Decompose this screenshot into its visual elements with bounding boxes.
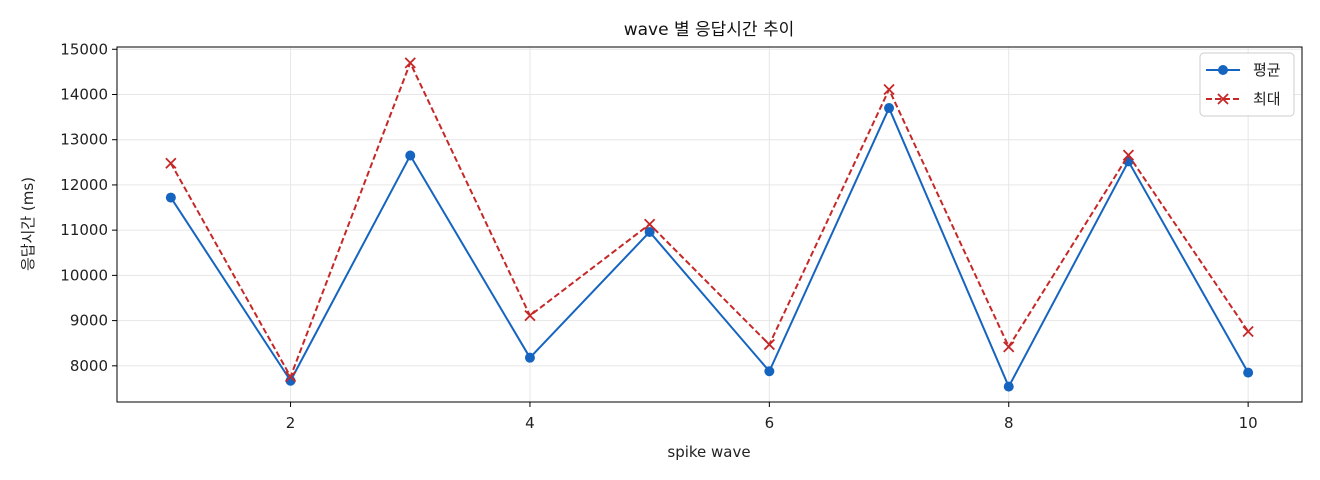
y-tick-label: 10000 [60,266,108,284]
chart-title: wave 별 응답시간 추이 [624,20,795,40]
legend-label-avg: 평균 [1253,61,1281,79]
data-point-avg [405,150,416,161]
data-point-avg [644,226,655,237]
data-point-max [284,371,297,383]
x-tick-label: 10 [1239,414,1258,432]
series-line-avg [170,107,1250,388]
data-point-max [1122,149,1135,161]
y-tick-label: 15000 [60,40,108,58]
x-tick-label: 2 [286,414,296,432]
data-point-max [763,338,775,351]
data-point-max [883,83,895,96]
y-tick-label: 13000 [60,131,108,149]
legend-marker-avg [1218,65,1228,75]
data-point-avg [524,352,535,363]
y-tick-label: 11000 [60,221,108,239]
data-point-avg [165,192,176,203]
x-axis-label: spike wave [667,443,750,461]
legend-marker-max [1217,93,1229,105]
plot-area-frame [116,46,1303,403]
x-tick-label: 4 [525,414,535,432]
data-point-max [1242,325,1254,338]
data-point-max [524,309,536,322]
data-point-max [1003,341,1015,353]
x-tick-label: 8 [1004,414,1014,432]
series-line-max [169,61,1249,378]
data-point-max [404,57,416,69]
data-point-avg [1243,367,1254,378]
legend-label-max: 최대 [1253,90,1281,108]
x-axis: 2 4 6 8 10 [286,402,1258,432]
data-point-max [644,218,656,230]
y-tick-label: 8000 [70,357,108,375]
data-point-avg [1003,381,1014,392]
y-tick-label: 9000 [70,312,108,330]
series-layer [165,57,1254,392]
data-point-avg [884,103,895,114]
legend: 평균 최대 [1199,52,1295,117]
y-tick-label: 14000 [60,85,108,103]
y-axis: 8000 9000 10000 11000 12000 13000 14000 15000 [60,40,117,375]
data-point-avg [764,366,775,377]
grid-lines [117,47,1302,402]
data-point-max [165,157,177,169]
x-tick-label: 6 [765,414,775,432]
y-axis-label: 응답시간 (ms) [19,177,37,271]
y-tick-label: 12000 [60,176,108,194]
